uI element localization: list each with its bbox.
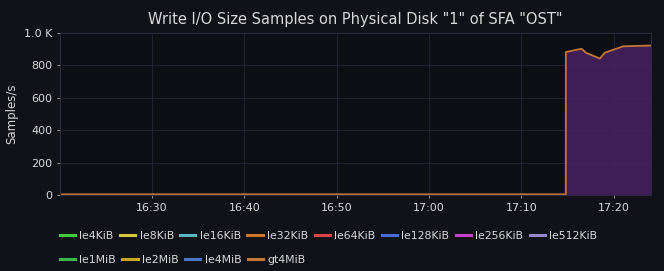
- Y-axis label: Samples/s: Samples/s: [5, 83, 18, 144]
- Legend: le1MiB, le2MiB, le4MiB, gt4MiB: le1MiB, le2MiB, le4MiB, gt4MiB: [60, 255, 305, 265]
- Title: Write I/O Size Samples on Physical Disk "1" of SFA "OST": Write I/O Size Samples on Physical Disk …: [148, 12, 562, 27]
